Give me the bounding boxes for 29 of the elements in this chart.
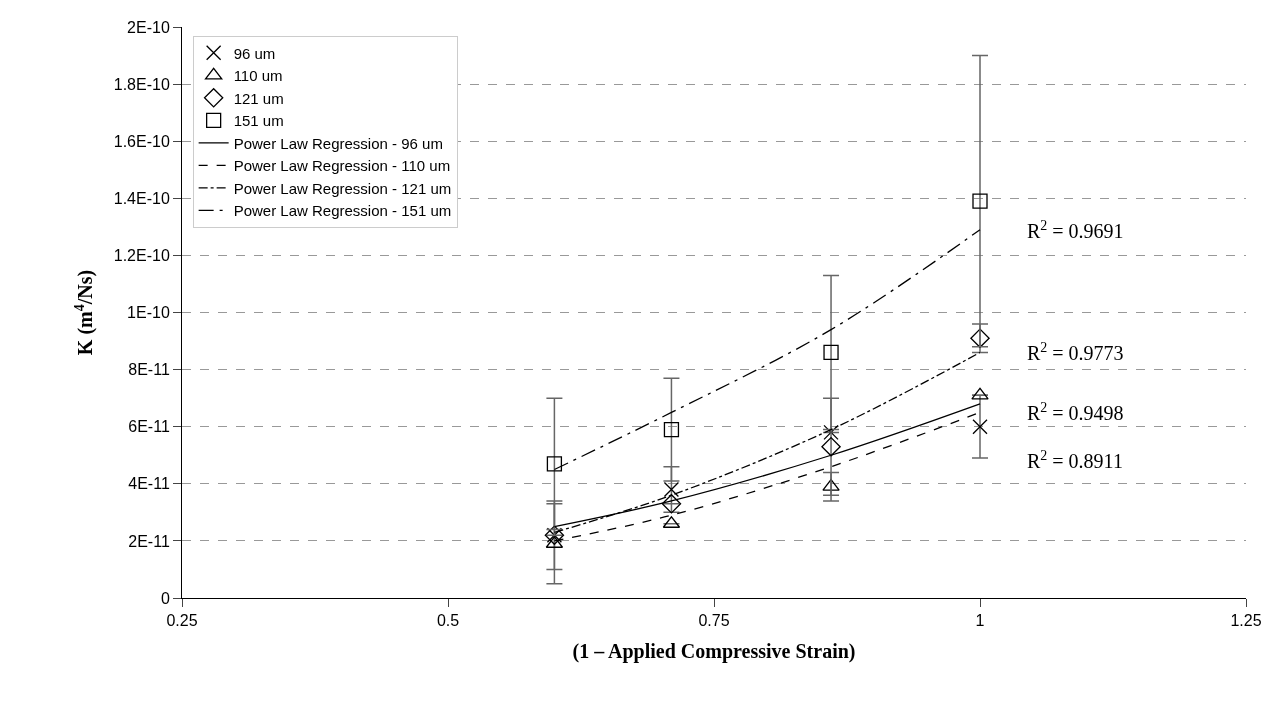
- x-tick-label: 1: [975, 612, 985, 630]
- y-tick-label: 4E-11: [128, 475, 170, 493]
- y-tick-label: 2E-11: [128, 532, 170, 550]
- y-tick-label: 1.6E-10: [113, 132, 170, 150]
- legend-label: 110 um: [233, 67, 283, 85]
- x-tick-label: 0.5: [436, 612, 460, 630]
- legend-label: Power Law Regression - 110 um: [233, 157, 451, 175]
- y-tick-label: 1.8E-10: [113, 75, 170, 93]
- legend-label: 121 um: [233, 89, 284, 107]
- x-tick-label: 0.75: [698, 612, 730, 630]
- annotation: R$^{2}$ = 0.9691: [1027, 218, 1124, 243]
- y-tick-label: 6E-11: [128, 418, 170, 436]
- x-axis-title: (1 – Applied Compressive Strain): [572, 639, 856, 663]
- x-tick-label: 0.25: [166, 612, 198, 630]
- y-tick-label: 1.2E-10: [113, 247, 170, 264]
- y-tick-label: 2E-10: [127, 18, 170, 36]
- legend-label: Power Law Regression - 96 um: [233, 134, 443, 152]
- y-tick-label: 8E-11: [128, 361, 170, 379]
- legend-label: Power Law Regression - 121 um: [233, 179, 452, 197]
- y-tick-label: 1.4E-10: [113, 189, 170, 207]
- y-tick-label: 1E-10: [127, 304, 170, 322]
- y-tick-label: 0: [160, 589, 170, 607]
- annotation: R$^{2}$ = 0.8911: [1027, 448, 1123, 473]
- legend-label: 96 um: [233, 44, 276, 62]
- legend-label: Power Law Regression - 151 um: [233, 202, 452, 220]
- legend-label: 151 um: [233, 112, 284, 130]
- annotation: R$^{2}$ = 0.9498: [1027, 400, 1124, 425]
- annotation: R$^{2}$ = 0.9773: [1027, 340, 1124, 365]
- x-tick-label: 1.25: [1230, 612, 1262, 630]
